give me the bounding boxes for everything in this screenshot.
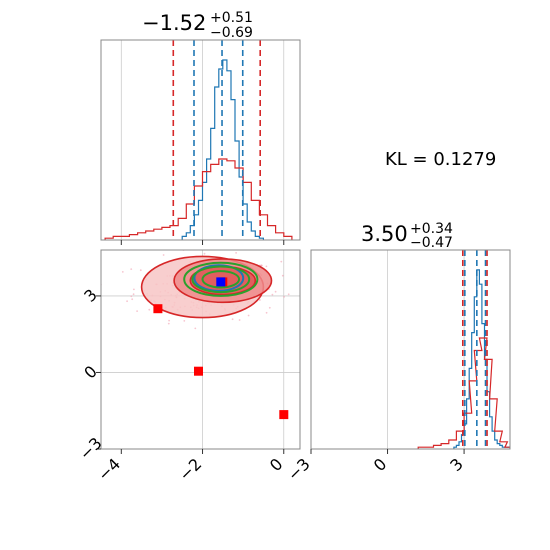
contour-green [201, 270, 241, 289]
scatter-point [281, 274, 284, 277]
scatter-point [162, 254, 165, 256]
x-tick-label: −3 [284, 454, 314, 484]
scatter-point [133, 288, 135, 291]
histogram-blue [453, 269, 510, 449]
scatter-point [132, 293, 135, 296]
histogram-panel-top-left [100, 39, 301, 245]
title-main-value: −1.52 [142, 11, 206, 35]
scatter-point [268, 306, 271, 309]
scatter-point [283, 296, 285, 298]
x-tick-label: 0 [370, 454, 391, 475]
scatter-point [271, 293, 274, 296]
grid-lines [120, 40, 285, 240]
title-subscript: −0.47 [410, 235, 453, 251]
kl-annotation: KL = 0.1279 [385, 149, 496, 170]
x-tick-labels: −3 0 3 [284, 454, 467, 484]
scatter-point [260, 264, 263, 267]
markers-group [153, 277, 289, 420]
scatter-point [265, 265, 268, 268]
scatter-point [235, 252, 238, 254]
scatter-point [168, 319, 171, 322]
scatter-point [259, 299, 261, 301]
scatter-point [287, 293, 290, 296]
quantile-lines [462, 250, 488, 449]
scatter-point [194, 327, 197, 330]
scatter-point [231, 318, 234, 321]
scatter-point [130, 268, 133, 270]
scatter-point [136, 310, 139, 312]
title-superscript: +0.51 [210, 10, 253, 26]
contour-blue [193, 264, 245, 292]
panel-frame [310, 249, 511, 450]
marker-square-marker_red [279, 410, 289, 420]
marker-square-marker_red [194, 366, 203, 376]
title-superscript: +0.34 [410, 221, 453, 237]
scatter-point [131, 298, 134, 301]
title-main-value: 3.50 [361, 222, 408, 246]
x-tick-label: 3 [446, 454, 467, 475]
scatter-point [274, 290, 277, 293]
scatter-point [126, 300, 128, 303]
scatter-point [247, 314, 250, 317]
panel-title-bottom-right: 3.50 +0.34 −0.47 [361, 221, 453, 251]
scatter-point [148, 308, 151, 311]
histogram-panel-bottom-right: −3 0 3 [284, 249, 511, 485]
scatter-point [79, 270, 81, 272]
scatter-panel-bottom-left: −4 −2 0 −303 [76, 249, 309, 485]
x-tick-label: −4 [94, 454, 124, 484]
scatter-point [238, 319, 241, 321]
tick-marks [310, 449, 465, 454]
contour-green [191, 265, 251, 294]
scatter-point [121, 271, 124, 273]
marker-square-marker_red [153, 304, 163, 314]
scatter-point [183, 320, 186, 322]
title-subscript: −0.69 [210, 25, 253, 41]
scatter-point [139, 269, 142, 272]
scatter-point [203, 252, 206, 255]
marker-square-marker_blue [216, 277, 226, 287]
panel-frame [100, 249, 301, 450]
scatter-point [307, 292, 309, 294]
x-tick-labels: −4 −2 0 [94, 454, 287, 484]
histogram-red [104, 158, 293, 240]
scatter-point [167, 322, 170, 325]
scatter-point [130, 295, 133, 298]
tick-marks [96, 295, 285, 454]
grid-lines [310, 250, 465, 449]
contours-group [140, 255, 273, 319]
panel-frame [100, 39, 301, 241]
contour-green [183, 261, 259, 297]
scatter-point [305, 318, 307, 320]
scatter-point [265, 311, 268, 314]
panel-title-top-left: −1.52 +0.51 −0.69 [142, 10, 253, 41]
tick-marks [120, 240, 285, 245]
histogram-series-group [104, 59, 293, 240]
scatter-point [280, 260, 283, 263]
quantile-lines [172, 40, 262, 240]
x-tick-label: −2 [175, 454, 205, 484]
